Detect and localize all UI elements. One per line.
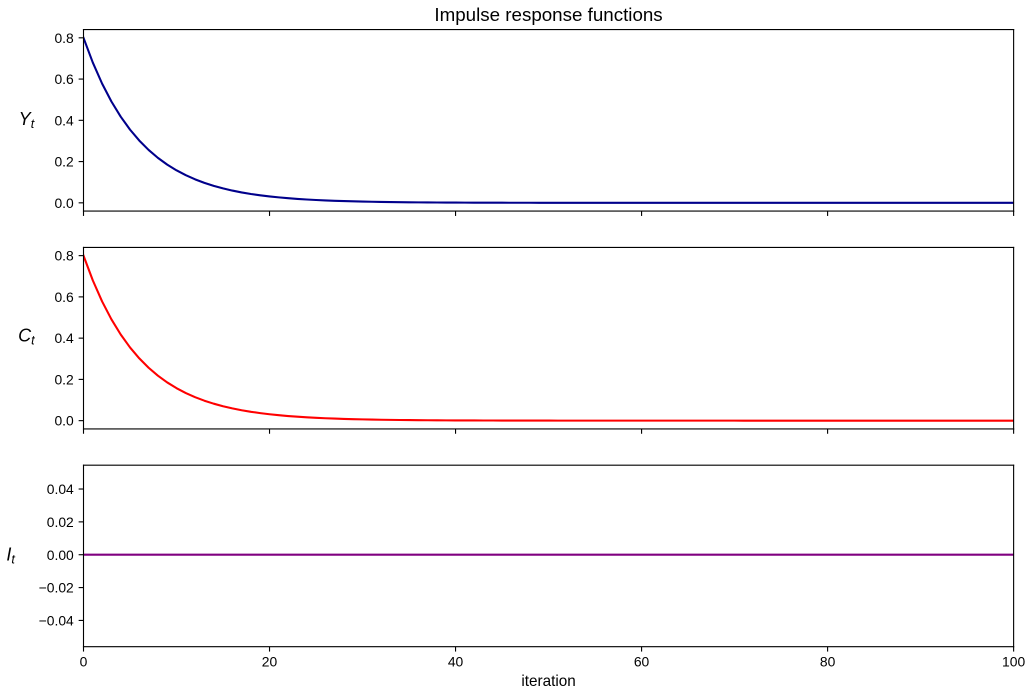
- svg-text:0.0: 0.0: [54, 195, 74, 211]
- svg-text:0.4: 0.4: [54, 112, 74, 128]
- svg-text:−0.04: −0.04: [39, 612, 74, 628]
- svg-text:Y t: Y t: [19, 105, 37, 131]
- svg-text:20: 20: [262, 654, 278, 670]
- svg-text:80: 80: [820, 654, 836, 670]
- svg-text:−0.02: −0.02: [39, 580, 74, 596]
- svg-text:Impulse response functions: Impulse response functions: [434, 4, 662, 25]
- svg-text:0.02: 0.02: [47, 514, 74, 530]
- svg-text:100: 100: [1002, 654, 1025, 670]
- svg-text:0.4: 0.4: [54, 330, 74, 346]
- svg-text:iteration: iteration: [521, 673, 575, 690]
- svg-text:0: 0: [80, 654, 88, 670]
- svg-text:0.8: 0.8: [54, 248, 74, 264]
- svg-text:40: 40: [448, 654, 464, 670]
- svg-text:0.2: 0.2: [54, 371, 74, 387]
- svg-text:0.8: 0.8: [54, 30, 74, 46]
- svg-text:0.04: 0.04: [47, 481, 74, 497]
- svg-text:0.0: 0.0: [54, 413, 74, 429]
- svg-text:60: 60: [634, 654, 650, 670]
- svg-text:0.2: 0.2: [54, 154, 74, 170]
- svg-text:0.6: 0.6: [54, 71, 74, 87]
- svg-text:0.6: 0.6: [54, 289, 74, 305]
- svg-text:I t: I t: [6, 541, 17, 567]
- svg-text:C t: C t: [18, 322, 37, 348]
- svg-text:0.00: 0.00: [47, 547, 74, 563]
